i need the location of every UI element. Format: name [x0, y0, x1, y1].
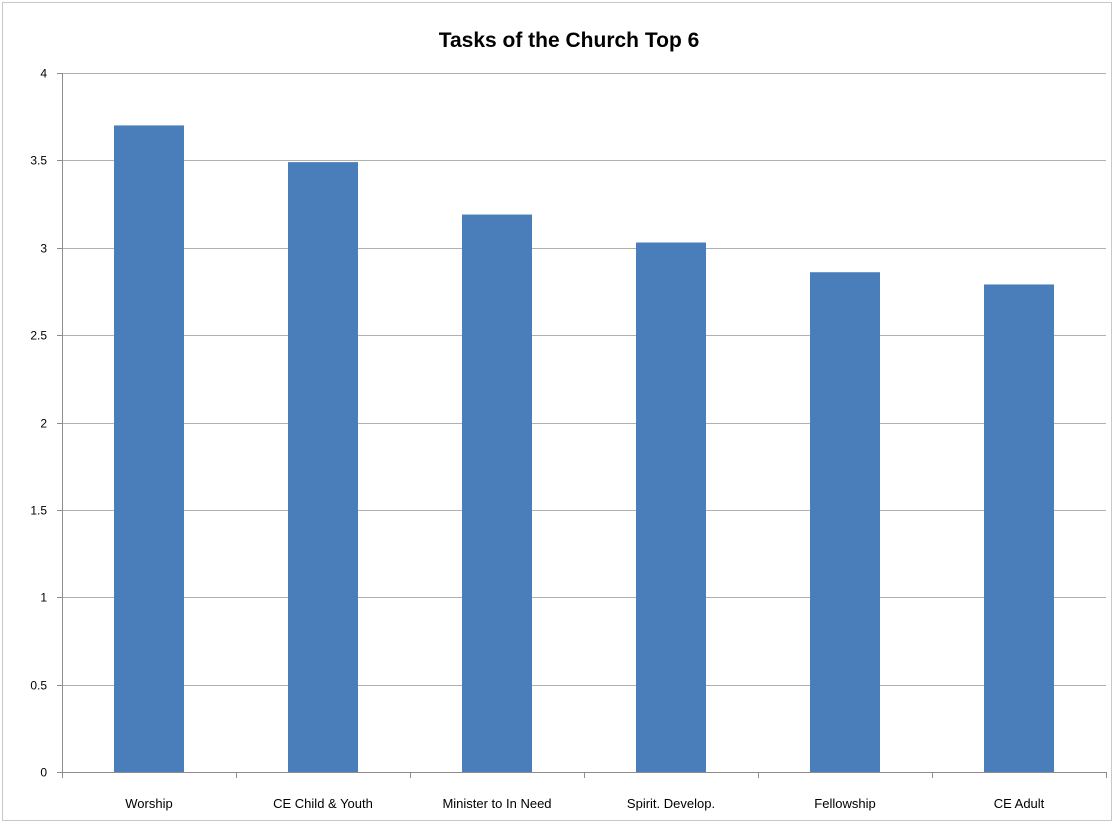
x-category-label: Spirit. Develop.	[627, 796, 715, 811]
y-tick-label: 4	[40, 67, 47, 81]
y-tick-label: 0.5	[30, 679, 47, 693]
y-tick-label: 0	[40, 766, 47, 780]
y-tick-label: 3.5	[30, 154, 47, 168]
y-tick-label: 1	[40, 591, 47, 605]
bar-0	[114, 125, 184, 773]
y-tick-label: 2	[40, 417, 47, 431]
bar-2	[462, 214, 532, 773]
x-category-label: Worship	[125, 796, 172, 811]
bar-1	[288, 162, 358, 772]
axes	[62, 73, 1107, 778]
y-tick-label: 3	[40, 242, 47, 256]
bars	[114, 125, 1054, 773]
x-category-label: Fellowship	[814, 796, 875, 811]
chart-title: Tasks of the Church Top 6	[439, 29, 700, 52]
y-tick-label: 1.5	[30, 504, 47, 518]
y-axis-ticks: 0 0.5 1 1.5 2 2.5 3 3.5 4	[30, 67, 47, 780]
x-axis-labels: Worship CE Child & Youth Minister to In Ne…	[125, 796, 1044, 811]
grid-lines	[57, 73, 1106, 773]
bar-3	[636, 242, 706, 772]
bar-5	[984, 284, 1054, 772]
bar-4	[810, 272, 880, 772]
y-tick-label: 2.5	[30, 329, 47, 343]
x-category-label: CE Child & Youth	[273, 796, 373, 811]
x-category-label: CE Adult	[994, 796, 1045, 811]
x-category-label: Minister to In Need	[442, 796, 551, 811]
